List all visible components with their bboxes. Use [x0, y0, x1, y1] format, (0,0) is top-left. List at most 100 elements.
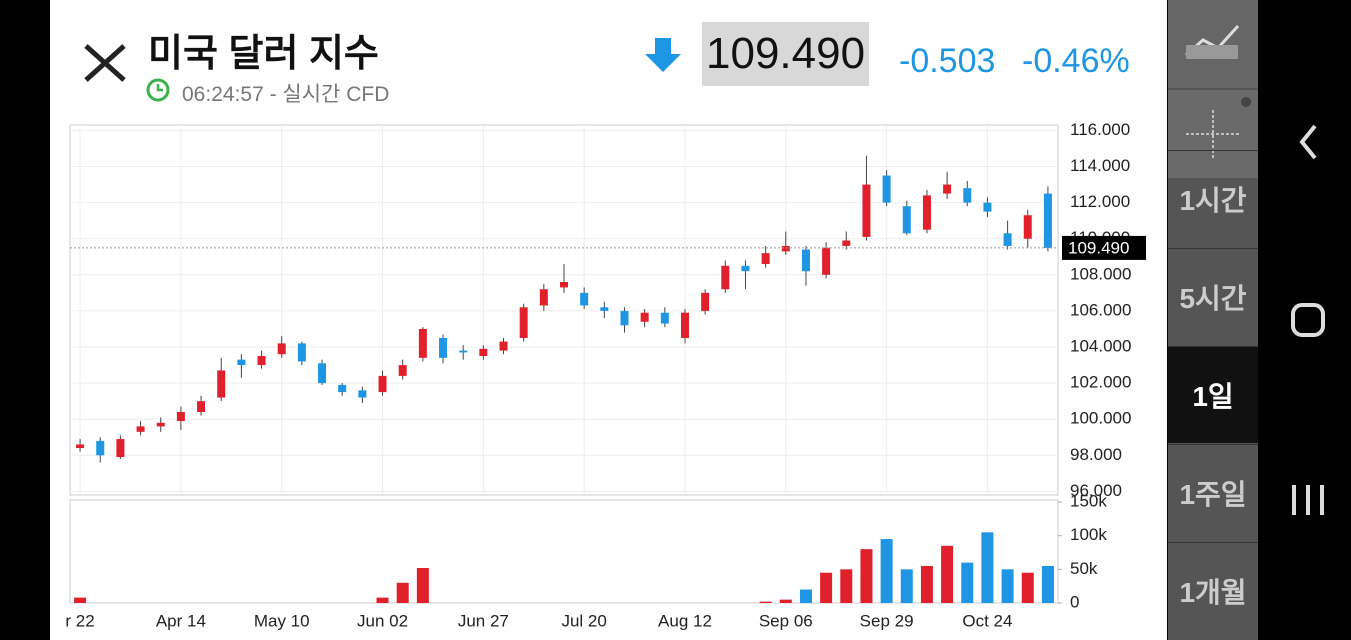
candle-body: [1003, 233, 1012, 246]
timeframe-button[interactable]: 1주일: [1168, 444, 1258, 541]
y-tick-label: 106.000: [1070, 300, 1131, 319]
candle-body: [257, 356, 266, 366]
change: -0.503: [899, 42, 996, 80]
candle-body: [459, 350, 468, 353]
candle-body: [1043, 193, 1052, 248]
back-button[interactable]: [1299, 124, 1317, 160]
y-tick-label: 116.000: [1070, 120, 1130, 139]
x-tick-label: Jul 20: [561, 611, 606, 630]
candle-body: [378, 375, 387, 393]
volume-bar: [759, 601, 772, 603]
last-price-box: [1062, 235, 1146, 260]
candle-body: [197, 401, 206, 412]
x-tick-label: Jun 02: [357, 611, 408, 630]
candle-body: [761, 253, 770, 264]
volume-bar: [981, 532, 994, 603]
candle-body: [640, 312, 649, 322]
candle-body: [96, 440, 105, 456]
volume-tick-label: 100k: [1070, 525, 1107, 544]
volume-bar: [376, 597, 389, 603]
volume-bar: [900, 569, 913, 603]
x-tick-label: Oct 24: [962, 611, 1012, 630]
volume-bar: [1021, 572, 1034, 603]
candle-body: [902, 206, 911, 234]
volume-bar: [396, 582, 409, 603]
candle-body: [237, 359, 246, 366]
candle-body: [297, 343, 306, 362]
main-panel: [50, 0, 1167, 640]
change-pct: -0.46%: [1022, 42, 1130, 80]
candle-body: [882, 175, 891, 203]
candle-body: [822, 247, 831, 275]
candle-body: [318, 363, 327, 384]
price-pane: [69, 124, 1059, 496]
candle-body: [418, 328, 427, 358]
candle-body: [660, 312, 669, 324]
chart-type-button[interactable]: [1168, 0, 1258, 88]
last-price-label: 109.490: [1068, 238, 1129, 257]
crosshair-button[interactable]: [1168, 90, 1258, 178]
y-tick-label: 108.000: [1070, 264, 1131, 283]
candle-body: [620, 310, 629, 326]
candle-body: [560, 282, 568, 288]
timeframe-button[interactable]: 1시간: [1168, 150, 1258, 247]
candle-body: [680, 312, 689, 338]
candle-body: [741, 265, 750, 272]
volume-bar: [941, 545, 954, 603]
y-tick-label: 96.000: [1070, 481, 1122, 500]
candle-body: [76, 444, 85, 449]
candle-body: [842, 240, 851, 246]
y-tick-label: 98.000: [1070, 445, 1122, 464]
recents-button[interactable]: [1292, 485, 1324, 515]
volume-bar: [74, 597, 87, 603]
candle-body: [398, 365, 407, 376]
volume-tick-label: 50k: [1070, 559, 1098, 578]
candle-body: [156, 422, 165, 427]
x-tick-label: May 10: [254, 611, 310, 630]
candle-body: [922, 195, 931, 230]
volume-bar: [799, 589, 812, 603]
y-tick-label: 112.000: [1070, 192, 1130, 211]
candle-body: [963, 188, 972, 203]
timeframe-button[interactable]: 5시간: [1168, 248, 1258, 345]
volume-bar: [416, 567, 429, 603]
timeframe-sidebar: 1시간 5시간 1일 1주일 1개월: [1168, 0, 1258, 640]
volume-bar: [779, 599, 792, 603]
volume-tick-label: 0: [1070, 592, 1079, 611]
x-tick-label: r 22: [65, 611, 94, 630]
volume-bar: [860, 549, 873, 603]
clock-icon: [146, 78, 170, 102]
candle-body: [1023, 215, 1032, 239]
candle-body: [519, 307, 528, 338]
close-button[interactable]: [80, 40, 130, 86]
volume-bar: [840, 569, 853, 603]
candle-body: [801, 249, 810, 272]
volume-pane: [69, 499, 1059, 604]
candle-body: [338, 384, 347, 393]
candle-body: [277, 343, 286, 355]
timeframe-button[interactable]: 1개월: [1168, 542, 1258, 639]
candle-body: [176, 411, 185, 421]
y-tick-label: 114.000: [1070, 156, 1130, 175]
y-tick-label: 104.000: [1070, 336, 1131, 355]
candle-body: [217, 370, 226, 398]
home-button[interactable]: [1291, 303, 1325, 337]
status: 06:24:57 - 실시간 CFD: [182, 78, 389, 108]
timeframe-button[interactable]: 1일: [1168, 346, 1258, 443]
x-tick-label: Jun 27: [458, 611, 509, 630]
candle-body: [781, 245, 790, 252]
nav-bar: [1291, 124, 1325, 515]
y-tick-label: 102.000: [1070, 373, 1131, 392]
candle-body: [580, 292, 589, 306]
price: 109.490: [702, 22, 870, 86]
candle-body: [721, 265, 730, 290]
source: - 실시간 CFD: [263, 83, 390, 106]
volume-bar: [820, 572, 833, 603]
candle-body: [983, 202, 992, 212]
down-arrow: [645, 38, 681, 72]
volume-bar: [920, 565, 933, 603]
x-tick-label: Apr 14: [156, 611, 206, 630]
candle-body: [600, 307, 609, 311]
candle-body: [862, 184, 871, 237]
